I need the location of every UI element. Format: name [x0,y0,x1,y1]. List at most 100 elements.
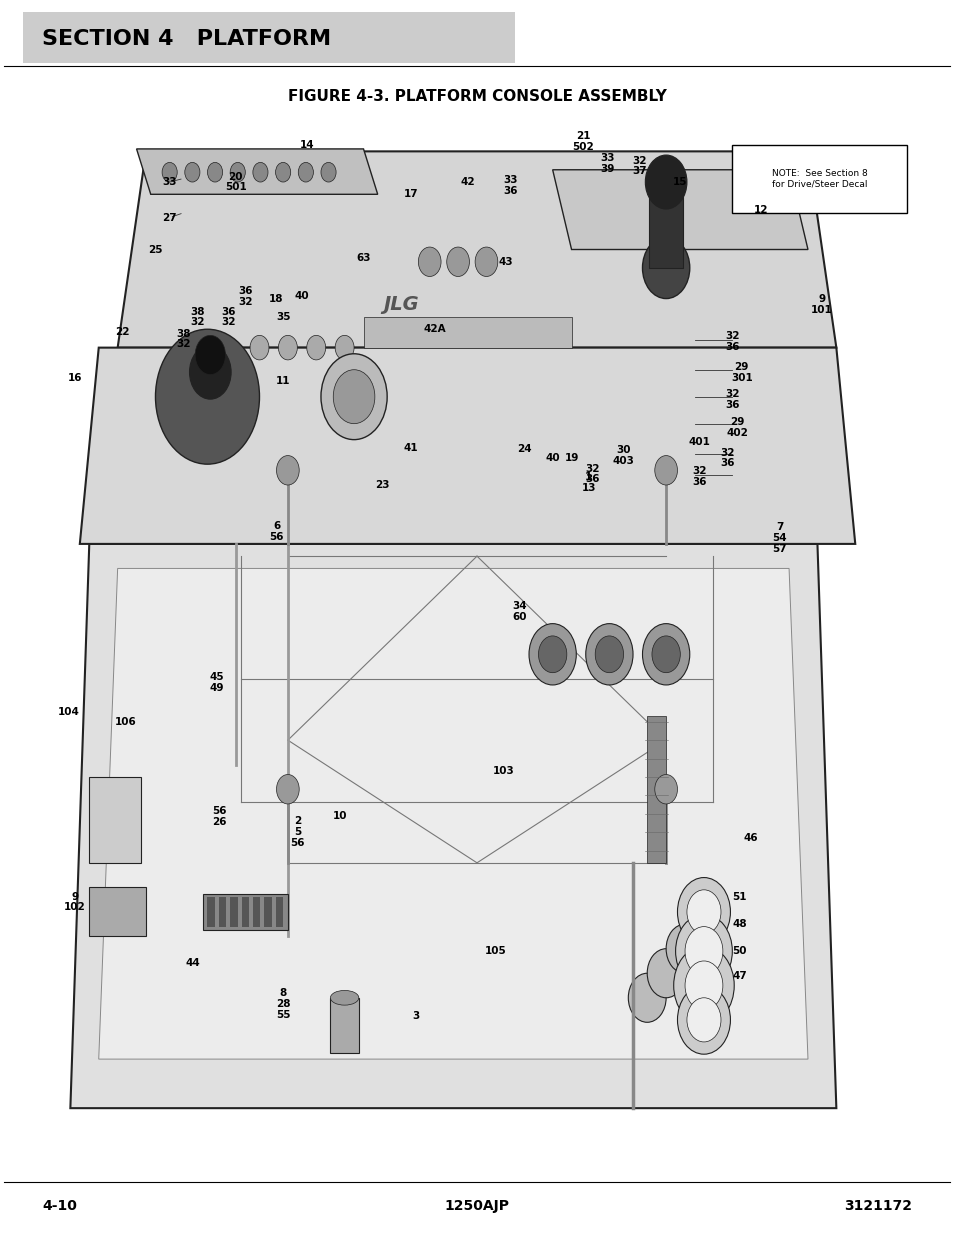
Bar [275,897,283,926]
Circle shape [250,336,269,359]
Circle shape [686,998,720,1042]
Text: 401: 401 [687,437,709,447]
Bar [330,998,358,1053]
Text: 22: 22 [115,327,130,337]
Circle shape [537,636,566,673]
Circle shape [654,456,677,485]
Text: 10: 10 [333,811,347,821]
Text: 8
28
55: 8 28 55 [275,988,290,1020]
Bar [203,893,288,930]
Text: 3: 3 [412,1011,418,1021]
Circle shape [641,237,689,299]
Text: 34
60: 34 60 [512,601,526,621]
Circle shape [418,247,440,277]
Polygon shape [117,152,836,347]
Circle shape [665,924,703,973]
Text: 17: 17 [403,189,417,199]
Bar [264,897,272,926]
Text: 42: 42 [459,177,475,186]
Text: 46: 46 [743,834,758,844]
Circle shape [628,973,665,1023]
Circle shape [333,369,375,424]
Text: 3121172: 3121172 [843,1199,911,1213]
Text: 48: 48 [732,919,746,929]
Text: 1
13: 1 13 [580,472,596,493]
Text: 32
36: 32 36 [724,331,739,352]
Bar [648,194,682,268]
Text: 7
54
57: 7 54 57 [772,522,786,553]
Text: 50: 50 [732,946,746,956]
Circle shape [646,948,684,998]
Circle shape [155,330,259,464]
Bar [363,317,571,347]
Circle shape [686,890,720,934]
Text: 33
39: 33 39 [599,153,614,174]
Circle shape [320,163,335,182]
Polygon shape [552,169,807,249]
Text: 29
402: 29 402 [725,417,747,437]
Text: 41: 41 [403,443,417,453]
Text: 9
102: 9 102 [64,892,86,913]
Text: 40: 40 [545,453,559,463]
Text: 40: 40 [294,291,309,301]
Text: 42A: 42A [423,325,445,335]
Text: 9
101: 9 101 [810,294,832,315]
Text: 105: 105 [484,946,506,956]
Circle shape [190,345,231,399]
Circle shape [320,353,387,440]
Text: 15: 15 [673,177,687,186]
Text: 33
36: 33 36 [502,175,517,196]
Text: 106: 106 [114,716,136,726]
Circle shape [446,247,469,277]
Text: SECTION 4   PLATFORM: SECTION 4 PLATFORM [42,28,331,48]
Text: 32
36: 32 36 [724,389,739,410]
Text: 44: 44 [186,958,200,968]
Circle shape [230,163,245,182]
Circle shape [595,636,623,673]
Text: 12: 12 [753,205,767,215]
Text: 35: 35 [275,312,290,322]
Circle shape [673,946,734,1025]
Bar [218,897,226,926]
Text: NOTE:  See Section 8
for Drive/Steer Decal: NOTE: See Section 8 for Drive/Steer Deca… [771,169,867,189]
Circle shape [335,336,354,359]
Circle shape [529,624,576,685]
Text: 47: 47 [732,971,746,981]
Text: 63: 63 [355,253,371,263]
Bar [253,897,260,926]
Circle shape [278,336,297,359]
Circle shape [684,961,722,1010]
Text: 27: 27 [162,212,177,222]
Text: 29
301: 29 301 [730,362,752,383]
Polygon shape [80,347,855,543]
Circle shape [162,163,177,182]
Text: 38
32: 38 32 [191,306,205,327]
Polygon shape [136,149,377,194]
Circle shape [276,456,299,485]
Text: 51: 51 [732,892,746,903]
Text: 36
32: 36 32 [221,306,235,327]
Text: 33: 33 [162,177,176,186]
Text: 32
36: 32 36 [691,466,706,487]
Circle shape [207,163,222,182]
Bar [90,777,141,863]
Circle shape [654,774,677,804]
Circle shape [298,163,314,182]
Bar [241,897,249,926]
Text: 20
501: 20 501 [225,172,247,193]
Text: 56
26: 56 26 [213,805,227,826]
Text: 4-10: 4-10 [42,1199,77,1213]
Circle shape [185,163,200,182]
Text: 11: 11 [275,375,290,385]
Circle shape [677,986,730,1055]
Text: 30
403: 30 403 [612,445,634,466]
Circle shape [644,156,686,209]
Text: 104: 104 [57,706,79,718]
Circle shape [195,336,225,374]
Text: FIGURE 4-3. PLATFORM CONSOLE ASSEMBLY: FIGURE 4-3. PLATFORM CONSOLE ASSEMBLY [287,89,666,104]
Bar [207,897,214,926]
Text: 103: 103 [492,766,514,776]
Bar [230,897,237,926]
Circle shape [275,163,291,182]
Text: 1250AJP: 1250AJP [444,1199,509,1213]
